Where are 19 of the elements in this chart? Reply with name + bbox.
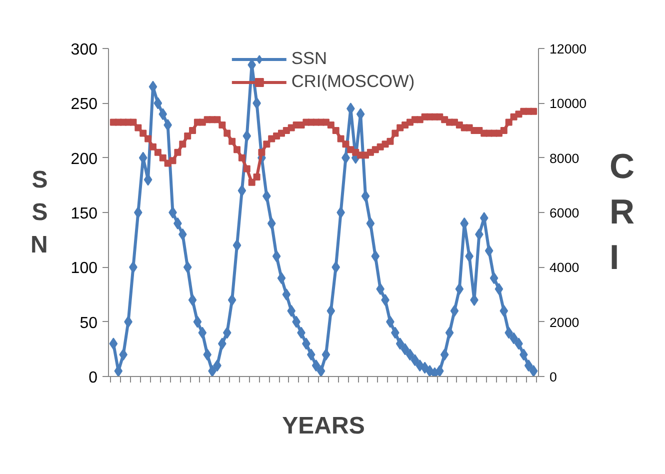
- y2-tick-label: 2000: [550, 314, 580, 330]
- y2-tick-label: 8000: [550, 150, 580, 166]
- y-tick-label: 0: [88, 370, 98, 386]
- y-tick-label: 100: [70, 260, 98, 278]
- y2-tick-label: 12000: [550, 42, 587, 56]
- y-tick-label: 250: [70, 96, 98, 114]
- y-tick-label: 50: [80, 314, 98, 332]
- y2-axis-title: CRI: [610, 148, 635, 278]
- y2-tick-label: 6000: [550, 206, 580, 220]
- y2-tick-label: 4000: [550, 260, 580, 276]
- y-axis-title: SSN: [30, 166, 48, 258]
- legend-label: CRI(MOSCOW): [291, 71, 415, 92]
- y-tick-label: 300: [70, 42, 98, 58]
- y2-tick-label: 10000: [550, 96, 587, 112]
- y-tick-label: 150: [70, 206, 98, 222]
- x-axis-title: YEARS: [282, 412, 365, 440]
- y-tick-label: 200: [70, 150, 98, 168]
- legend-label: SSN: [291, 48, 328, 69]
- y2-tick-label: 0: [550, 370, 557, 384]
